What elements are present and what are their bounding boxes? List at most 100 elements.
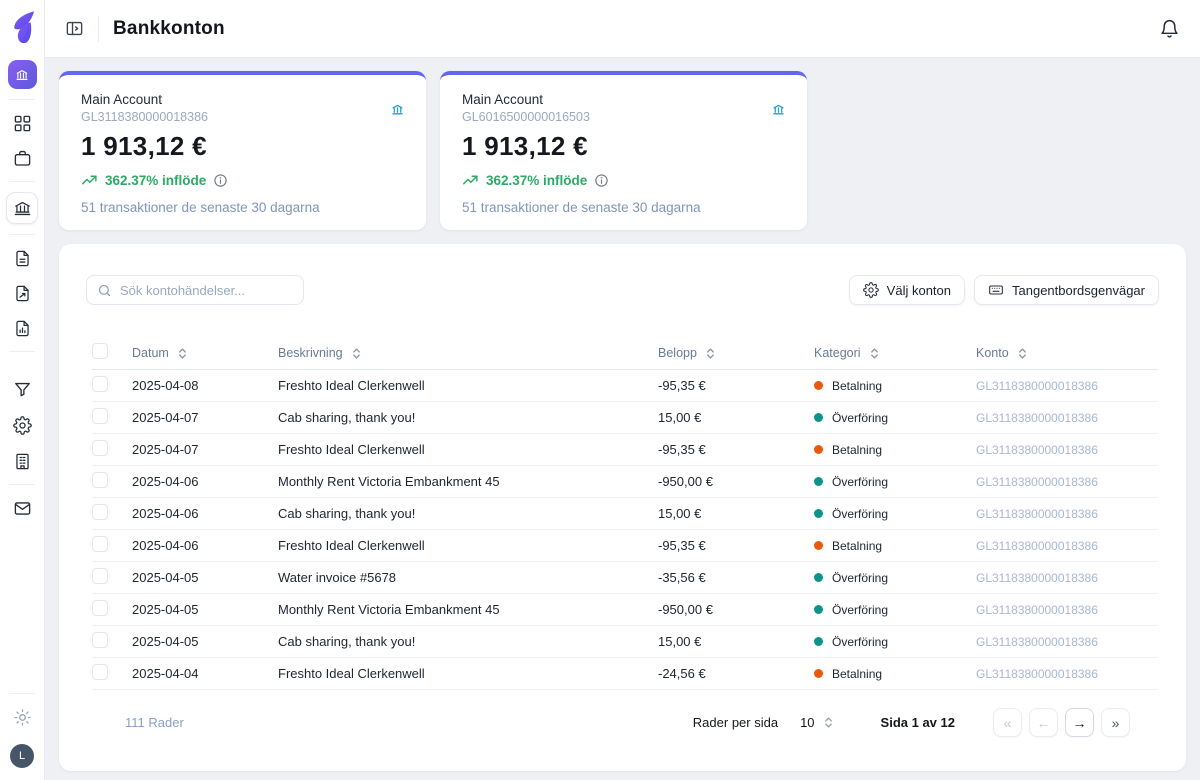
account-link[interactable]: GL3118380000018386 <box>976 538 1098 553</box>
row-checkbox[interactable] <box>92 472 108 488</box>
sidebar-item-settings[interactable] <box>5 410 39 440</box>
keyboard-icon <box>989 285 1003 295</box>
user-avatar[interactable]: L <box>10 744 34 768</box>
cell-amount: -35,56 € <box>658 570 706 585</box>
sidebar-item-mail[interactable] <box>5 493 39 523</box>
panel-toggle-icon <box>66 21 83 36</box>
flame-logo-icon <box>13 10 34 43</box>
sidebar-item-reports[interactable] <box>5 313 39 343</box>
column-header[interactable]: Beskrivning <box>278 346 658 360</box>
account-subtitle: 51 transaktioner de senaste 30 dagarna <box>81 200 320 215</box>
row-checkbox[interactable] <box>92 664 108 680</box>
filter-icon <box>14 382 30 396</box>
category-label: Betalning <box>832 538 883 553</box>
sidebar-item-exports[interactable] <box>5 278 39 308</box>
row-checkbox[interactable] <box>92 440 108 456</box>
search-box[interactable] <box>86 275 304 305</box>
rows-per-page-select[interactable]: 10 <box>800 715 834 730</box>
notifications-button[interactable] <box>1159 18 1180 39</box>
account-card-1[interactable]: Main Account GL3118380000018386 1 913,12… <box>59 71 426 230</box>
column-header[interactable]: Datum <box>132 346 278 360</box>
table-row[interactable]: 2025-04-06 Monthly Rent Victoria Embankm… <box>92 466 1158 498</box>
account-card-2[interactable]: Main Account GL6016500000016503 1 913,12… <box>440 71 807 230</box>
row-checkbox[interactable] <box>92 600 108 616</box>
cell-description: Cab sharing, thank you! <box>278 410 416 425</box>
next-page-button[interactable]: → <box>1065 708 1094 737</box>
column-label: Beskrivning <box>278 346 343 360</box>
sidebar-item-dashboard[interactable] <box>5 108 39 138</box>
sidebar-item-invoices[interactable] <box>5 243 39 273</box>
workspace-avatar[interactable] <box>7 60 37 89</box>
sidebar-toggle-button[interactable] <box>65 19 84 38</box>
info-icon[interactable] <box>594 173 609 188</box>
table-row[interactable]: 2025-04-08 Freshto Ideal Clerkenwell -95… <box>92 370 1158 402</box>
first-page-button[interactable]: « <box>993 708 1022 737</box>
account-link[interactable]: GL3118380000018386 <box>976 570 1098 585</box>
prev-page-button[interactable]: ← <box>1029 708 1058 737</box>
cell-description: Water invoice #5678 <box>278 570 397 585</box>
column-header[interactable]: Konto <box>976 346 1158 360</box>
cell-category: Överföring <box>814 507 976 521</box>
content: Main Account GL3118380000018386 1 913,12… <box>45 58 1200 780</box>
table-row[interactable]: 2025-04-06 Freshto Ideal Clerkenwell -95… <box>92 530 1158 562</box>
sidebar-item-company[interactable] <box>5 446 39 476</box>
last-page-button[interactable]: » <box>1101 708 1130 737</box>
column-header[interactable]: Belopp <box>658 346 814 360</box>
row-checkbox[interactable] <box>92 408 108 424</box>
sidebar-divider <box>9 693 35 694</box>
sort-icon[interactable] <box>704 347 717 360</box>
category-label: Betalning <box>832 666 883 681</box>
account-link[interactable]: GL3118380000018386 <box>976 410 1098 425</box>
sidebar-divider <box>9 484 35 485</box>
cell-date: 2025-04-06 <box>132 506 199 521</box>
info-icon[interactable] <box>213 173 228 188</box>
sort-icon[interactable] <box>1016 347 1029 360</box>
column-header[interactable]: Kategori <box>814 346 976 360</box>
row-checkbox[interactable] <box>92 536 108 552</box>
account-link[interactable]: GL3118380000018386 <box>976 506 1098 521</box>
sort-icon[interactable] <box>350 347 363 360</box>
trending-up-icon <box>81 172 98 189</box>
table-row[interactable]: 2025-04-05 Cab sharing, thank you! 15,00… <box>92 626 1158 658</box>
sort-icon[interactable] <box>176 347 189 360</box>
account-trend: 362.37% inflöde <box>462 172 785 189</box>
cell-category: Betalning <box>814 667 976 681</box>
sidebar-item-bank-accounts[interactable] <box>6 192 38 224</box>
account-balance: 1 913,12 € <box>81 131 207 161</box>
table-row[interactable]: 2025-04-05 Monthly Rent Victoria Embankm… <box>92 594 1158 626</box>
select-all-checkbox[interactable] <box>92 342 108 359</box>
account-link[interactable]: GL3118380000018386 <box>976 378 1098 393</box>
sidebar-divider <box>9 181 35 182</box>
row-checkbox[interactable] <box>92 568 108 584</box>
account-link[interactable]: GL3118380000018386 <box>976 602 1098 617</box>
category-label: Överföring <box>832 570 889 585</box>
row-checkbox[interactable] <box>92 632 108 648</box>
search-input[interactable] <box>120 282 293 298</box>
cell-date: 2025-04-06 <box>132 474 199 489</box>
sidebar-item-briefcase[interactable] <box>5 143 39 173</box>
select-accounts-button[interactable]: Välj konton <box>848 275 965 305</box>
table-row[interactable]: 2025-04-06 Cab sharing, thank you! 15,00… <box>92 498 1158 530</box>
table-header-row: Datum Beskrivning Belopp Kategori Konto <box>92 337 1158 370</box>
sort-icon[interactable] <box>868 347 881 360</box>
cell-amount: 15,00 € <box>658 506 702 521</box>
table-row[interactable]: 2025-04-05 Water invoice #5678 -35,56 € … <box>92 562 1158 594</box>
account-link[interactable]: GL3118380000018386 <box>976 442 1098 457</box>
account-link[interactable]: GL3118380000018386 <box>976 634 1098 649</box>
keyboard-shortcuts-button[interactable]: Tangentbordsgenvägar <box>974 275 1159 305</box>
table-row[interactable]: 2025-04-07 Freshto Ideal Clerkenwell -95… <box>92 434 1158 466</box>
cell-date: 2025-04-06 <box>132 538 199 553</box>
sidebar-item-filters[interactable] <box>5 374 39 404</box>
table-row[interactable]: 2025-04-04 Freshto Ideal Clerkenwell -24… <box>92 658 1158 690</box>
account-link[interactable]: GL3118380000018386 <box>976 666 1098 681</box>
category-dot <box>814 445 823 454</box>
table-row[interactable]: 2025-04-07 Cab sharing, thank you! 15,00… <box>92 402 1158 434</box>
row-checkbox[interactable] <box>92 504 108 520</box>
column-label: Datum <box>132 346 169 360</box>
cell-amount: -95,35 € <box>658 378 706 393</box>
rows-per-page-value: 10 <box>800 715 815 730</box>
category-label: Överföring <box>832 410 889 425</box>
theme-toggle-button[interactable] <box>5 702 39 732</box>
row-checkbox[interactable] <box>92 376 108 392</box>
account-link[interactable]: GL3118380000018386 <box>976 474 1098 489</box>
